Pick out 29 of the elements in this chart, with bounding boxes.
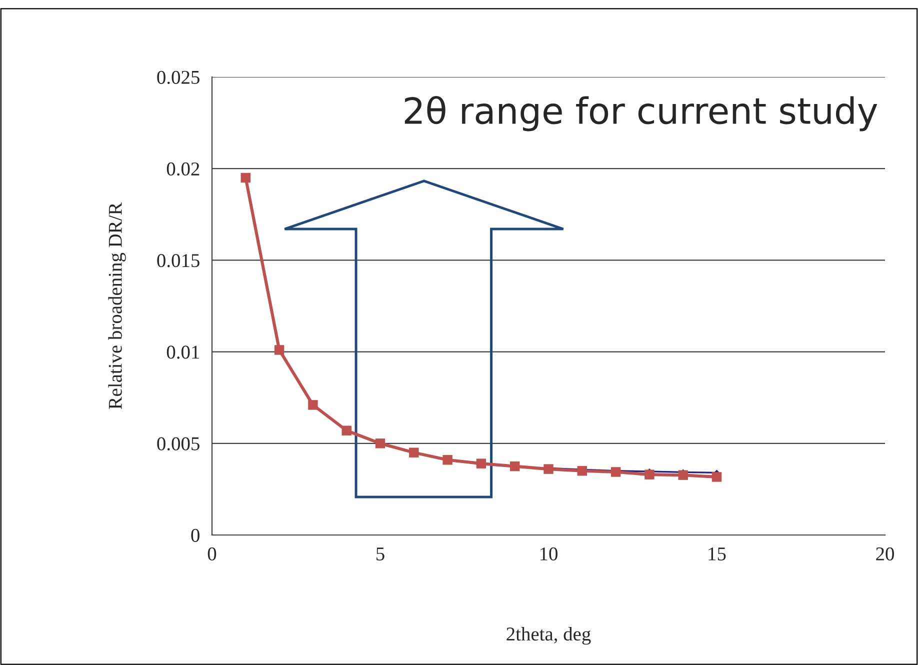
point: [274, 345, 284, 355]
point: [476, 458, 486, 468]
y-tick-label: 0.01: [166, 346, 200, 359]
y-axis-title: Relative broadening DR/R: [108, 202, 126, 410]
point: [678, 470, 688, 480]
point: [610, 467, 621, 477]
x-tick-label: 5: [376, 548, 384, 560]
x-axis-title: 2theta, deg: [506, 626, 591, 645]
point: [240, 172, 251, 183]
x-tick-label: 20: [876, 547, 894, 560]
point: [577, 466, 588, 476]
point: [510, 461, 520, 472]
point: [308, 400, 318, 410]
y-tick-label: 0.025: [157, 70, 200, 84]
point: [544, 464, 554, 474]
y-tick-label: 0.02: [166, 162, 200, 176]
point: [644, 470, 654, 480]
point: [409, 448, 419, 458]
point: [342, 426, 352, 436]
y-tick-label: 0.005: [157, 437, 200, 450]
y-tick-label: 0: [191, 528, 200, 542]
point: [375, 438, 386, 448]
x-tick-label: 15: [708, 547, 726, 560]
annotation: 2θ range for current study: [404, 96, 878, 132]
x-tick-label: 0: [208, 547, 216, 560]
point: [442, 455, 452, 465]
point: [712, 472, 722, 482]
y-tick-label: 0.015: [157, 254, 200, 268]
x-tick-label: 10: [540, 547, 558, 560]
